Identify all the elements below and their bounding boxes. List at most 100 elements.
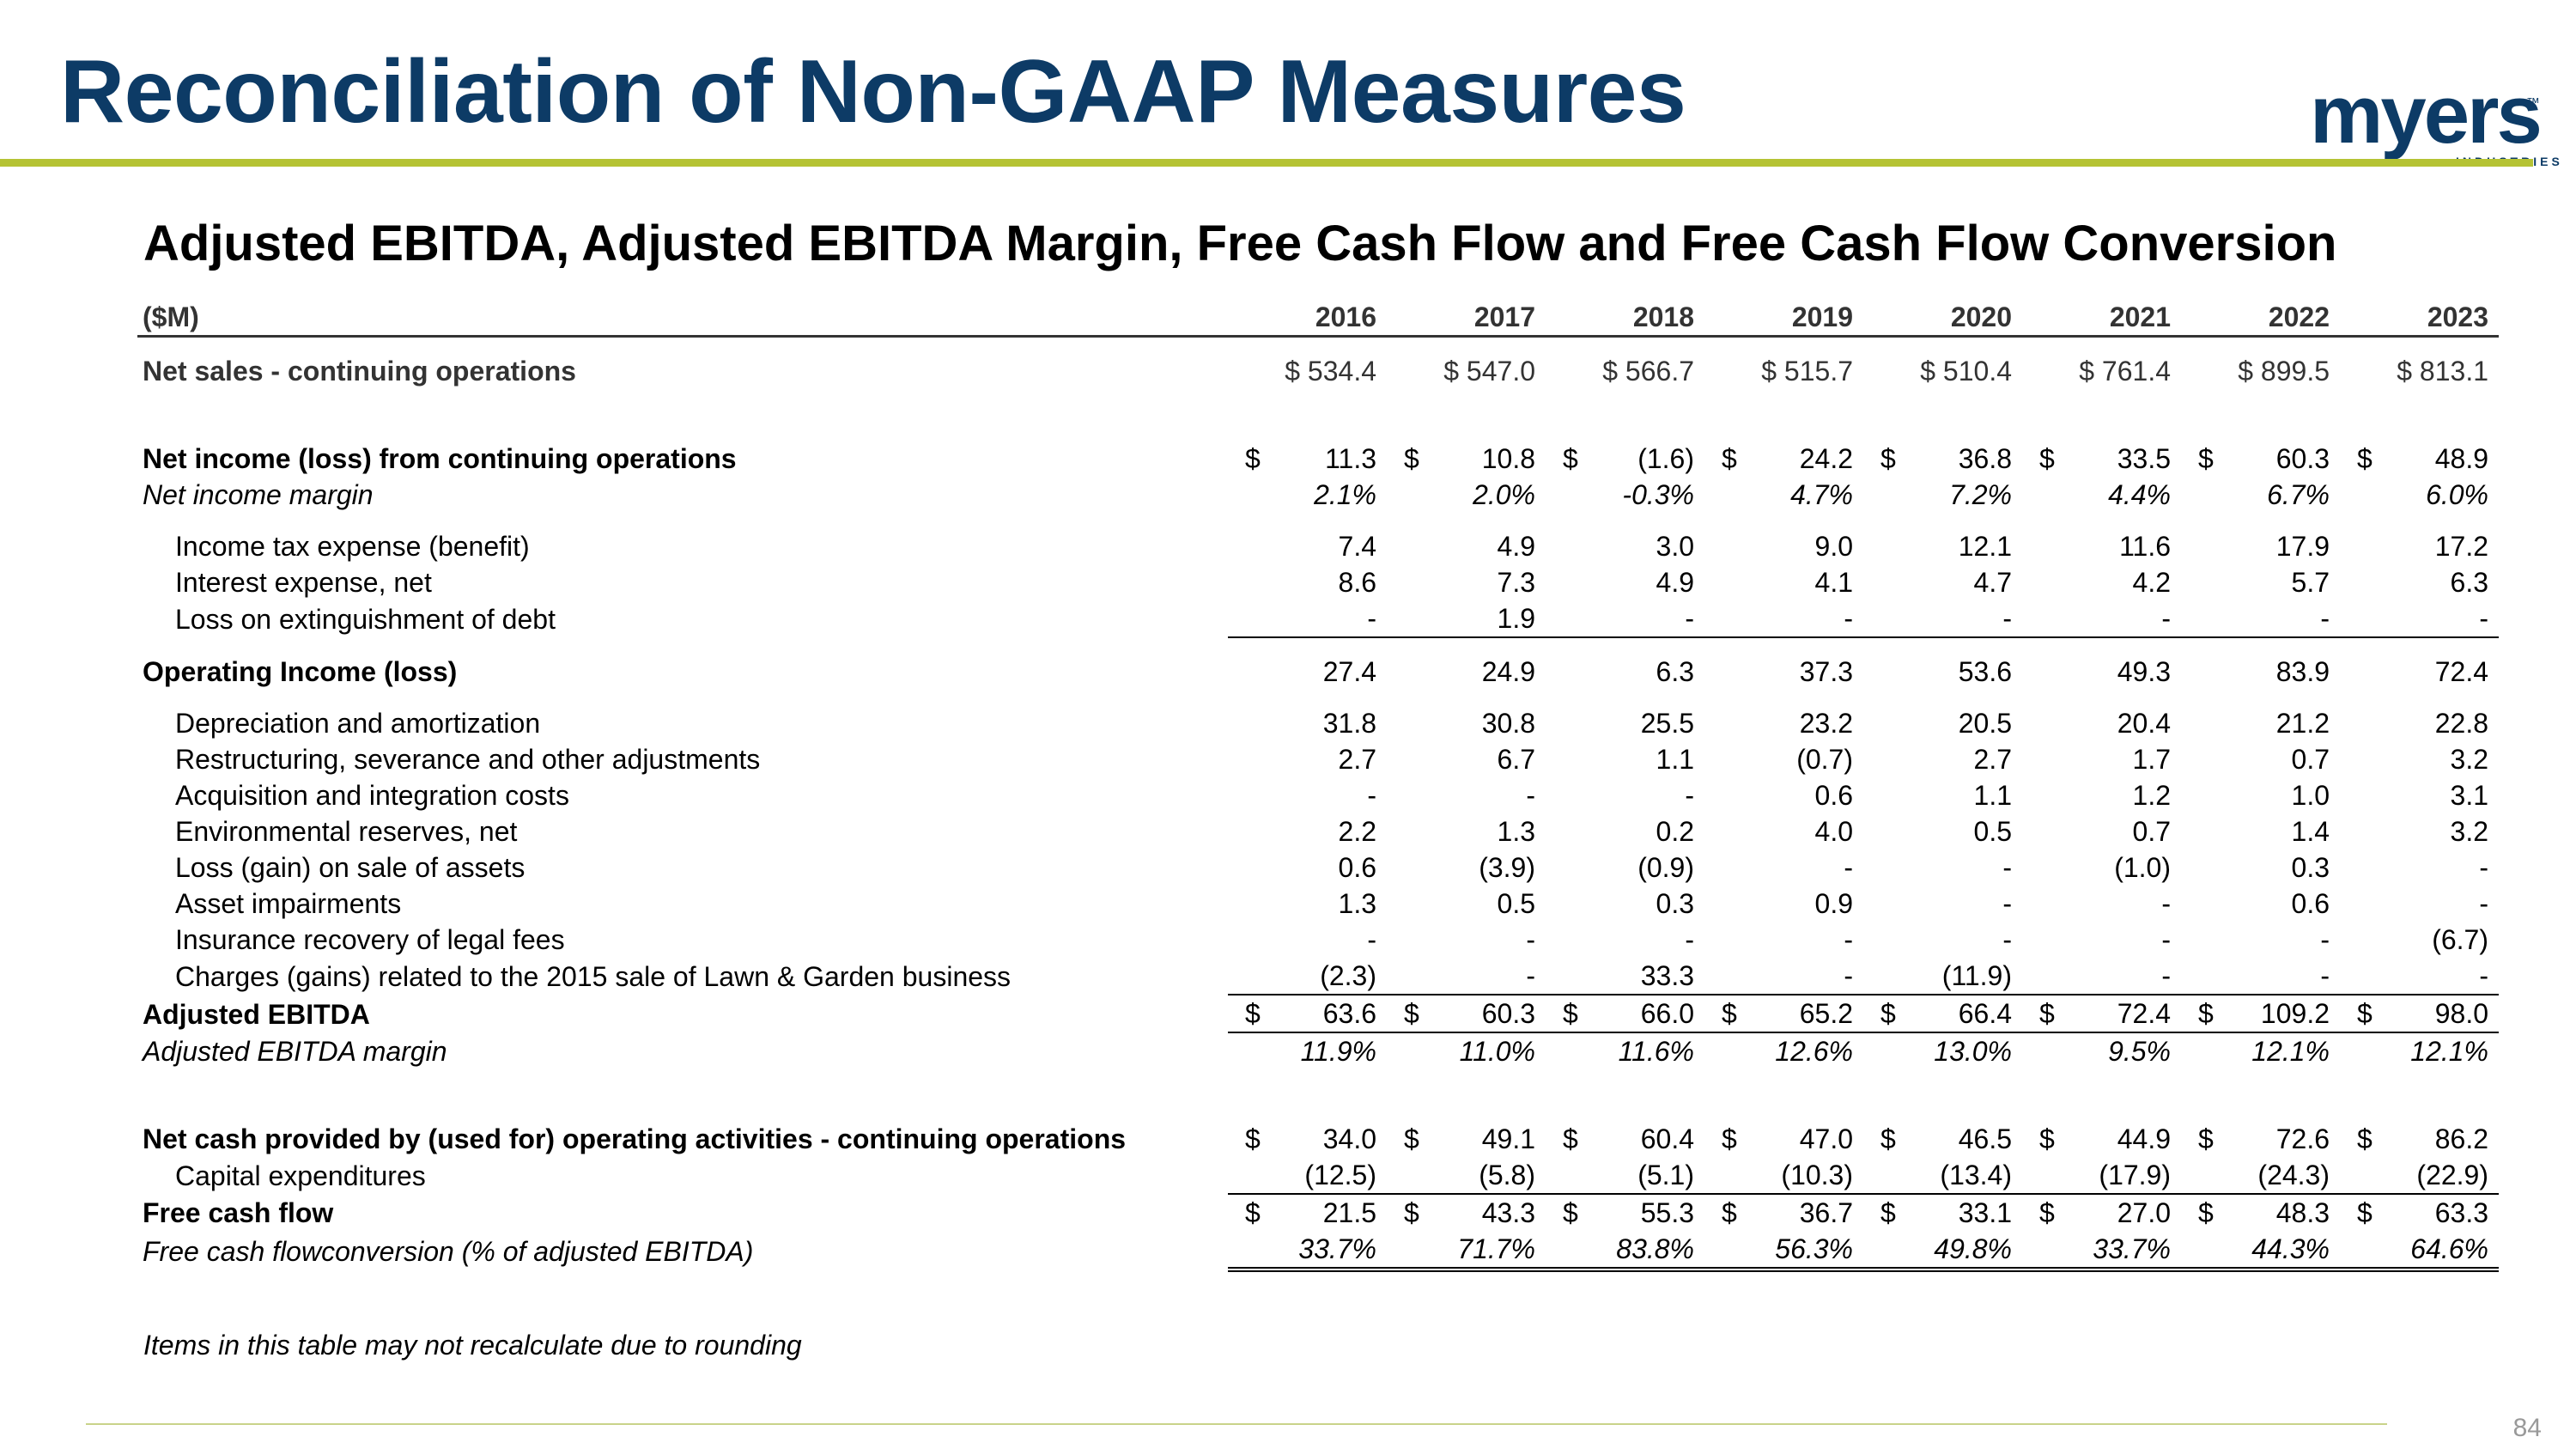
cell-number: 24.2 bbox=[1799, 443, 1853, 474]
cell-value: 3.2 bbox=[2340, 813, 2499, 849]
cell-value: 9.0 bbox=[1704, 513, 1863, 564]
cell-number: 34.0 bbox=[1322, 1123, 1376, 1154]
cell-value: 6.0% bbox=[2340, 477, 2499, 513]
currency-sign: $ bbox=[1880, 443, 1896, 474]
cell-number: 49.8% bbox=[1934, 1233, 2012, 1264]
cell-number: - bbox=[2479, 888, 2488, 919]
cell-number: 17.2 bbox=[2434, 531, 2488, 562]
currency-sign: $ bbox=[1404, 998, 1419, 1029]
cell-value: $98.0 bbox=[2340, 995, 2499, 1033]
cell-value: $66.0 bbox=[1546, 995, 1704, 1033]
cell-value: - bbox=[2181, 600, 2340, 638]
cell-number: - bbox=[1685, 780, 1694, 811]
cell-value: 11.6% bbox=[1546, 1032, 1704, 1069]
cell-number: 8.6 bbox=[1338, 567, 1376, 598]
cell-number: 53.6 bbox=[1958, 656, 2012, 687]
cell-number: - bbox=[2320, 960, 2330, 991]
cell-value: 11.6 bbox=[2022, 513, 2181, 564]
cell-value: 2.7 bbox=[1863, 741, 2022, 777]
cell-value: 2.0% bbox=[1387, 477, 1546, 513]
cell-value: - bbox=[1704, 849, 1863, 886]
cell-number: $ 515.7 bbox=[1761, 356, 1853, 387]
table-row: Capital expenditures (12.5) (5.8) (5.1) (10.… bbox=[137, 1157, 2499, 1195]
table-row: Charges (gains) related to the 2015 sale… bbox=[137, 958, 2499, 995]
cell-number: 0.3 bbox=[2291, 852, 2330, 883]
table-row: Interest expense, net 8.6 7.3 4.9 4.1 4.7 4.2 5… bbox=[137, 564, 2499, 600]
table-row: Net cash provided by (used for) operatin… bbox=[137, 1069, 2499, 1157]
currency-sign: $ bbox=[1404, 1197, 1419, 1228]
row-label: Charges (gains) related to the 2015 sale… bbox=[175, 961, 1012, 992]
cell-value: 83.8% bbox=[1546, 1231, 1704, 1272]
header-accent-bar bbox=[0, 159, 2533, 167]
cell-number: 2.7 bbox=[1973, 744, 2012, 775]
cell-value: 3.0 bbox=[1546, 513, 1704, 564]
table-row: Loss on extinguishment of debt - 1.9 - - - - - - bbox=[137, 600, 2499, 638]
cell-value: $36.7 bbox=[1704, 1194, 1863, 1231]
cell-value: - bbox=[2340, 958, 2499, 995]
cell-number: 63.3 bbox=[2434, 1197, 2488, 1228]
row-label: Asset impairments bbox=[175, 888, 402, 919]
cell-number: 0.6 bbox=[1814, 780, 1853, 811]
cell-value: 37.3 bbox=[1704, 637, 1863, 690]
cell-number: 27.0 bbox=[2117, 1197, 2171, 1228]
row-label: Loss on extinguishment of debt bbox=[175, 604, 556, 635]
cell-value: (2.3) bbox=[1228, 958, 1387, 995]
cell-value: $ 515.7 bbox=[1704, 337, 1863, 390]
currency-sign: $ bbox=[2198, 1123, 2214, 1154]
cell-value: 30.8 bbox=[1387, 690, 1546, 741]
cell-number: 5.7 bbox=[2291, 567, 2330, 598]
cell-number: -0.3% bbox=[1622, 479, 1694, 510]
cell-value: 44.3% bbox=[2181, 1231, 2340, 1272]
cell-value: (3.9) bbox=[1387, 849, 1546, 886]
currency-sign: $ bbox=[2357, 1197, 2372, 1228]
cell-number: 0.3 bbox=[1656, 888, 1694, 919]
cell-value: 71.7% bbox=[1387, 1231, 1546, 1272]
cell-value: (12.5) bbox=[1228, 1157, 1387, 1195]
cell-number: 4.7 bbox=[1973, 567, 2012, 598]
cell-number: 11.6% bbox=[1618, 1036, 1694, 1067]
cell-number: 13.0% bbox=[1934, 1036, 2012, 1067]
myers-industries-logo: myers ™ INDUSTRIES bbox=[2310, 74, 2560, 170]
year-header: 2020 bbox=[1863, 292, 2022, 338]
currency-sign: $ bbox=[1722, 998, 1737, 1029]
cell-number: 12.6% bbox=[1775, 1036, 1853, 1067]
cell-value: $27.0 bbox=[2022, 1194, 2181, 1231]
cell-value: 6.3 bbox=[1546, 637, 1704, 690]
cell-value: 56.3% bbox=[1704, 1231, 1863, 1272]
cell-value: $ (1.6) bbox=[1546, 389, 1704, 477]
cell-number: - bbox=[1526, 960, 1535, 991]
year-header: 2019 bbox=[1704, 292, 1863, 338]
cell-value: 17.2 bbox=[2340, 513, 2499, 564]
cell-number: 1.0 bbox=[2291, 780, 2330, 811]
cell-value: $47.0 bbox=[1704, 1069, 1863, 1157]
cell-number: 98.0 bbox=[2434, 998, 2488, 1029]
cell-number: 6.3 bbox=[2450, 567, 2488, 598]
cell-value: - bbox=[2340, 886, 2499, 922]
cell-value: $43.3 bbox=[1387, 1194, 1546, 1231]
cell-number: 9.5% bbox=[2108, 1036, 2171, 1067]
cell-number: 1.3 bbox=[1338, 888, 1376, 919]
cell-number: 1.3 bbox=[1497, 816, 1535, 847]
cell-value: 25.5 bbox=[1546, 690, 1704, 741]
table-row: Free cash flow $21.5 $43.3 $55.3 $36.7 $33.1 $… bbox=[137, 1194, 2499, 1231]
cell-number: (1.6) bbox=[1637, 443, 1694, 474]
row-label: Free cash flow bbox=[143, 1197, 334, 1228]
cell-number: 48.3 bbox=[2275, 1197, 2330, 1228]
cell-number: 2.7 bbox=[1338, 744, 1376, 775]
cell-value: - bbox=[1387, 777, 1546, 813]
cell-value: (1.0) bbox=[2022, 849, 2181, 886]
year-header: 2018 bbox=[1546, 292, 1704, 338]
cell-number: (24.3) bbox=[2257, 1160, 2330, 1190]
table-row: Depreciation and amortization 31.8 30.8 25.… bbox=[137, 690, 2499, 741]
row-label: Adjusted EBITDA bbox=[143, 999, 370, 1030]
row-label: Capital expenditures bbox=[175, 1160, 426, 1191]
cell-value: $ 761.4 bbox=[2022, 337, 2181, 390]
cell-number: - bbox=[1844, 924, 1853, 955]
cell-number: - bbox=[1844, 960, 1853, 991]
cell-number: - bbox=[2161, 603, 2171, 634]
year-header: 2023 bbox=[2340, 292, 2499, 338]
cell-value: $11.3 bbox=[1228, 389, 1387, 477]
currency-sign: $ bbox=[1404, 443, 1419, 474]
cell-value: - bbox=[1228, 922, 1387, 958]
cell-value: $60.3 bbox=[1387, 995, 1546, 1033]
